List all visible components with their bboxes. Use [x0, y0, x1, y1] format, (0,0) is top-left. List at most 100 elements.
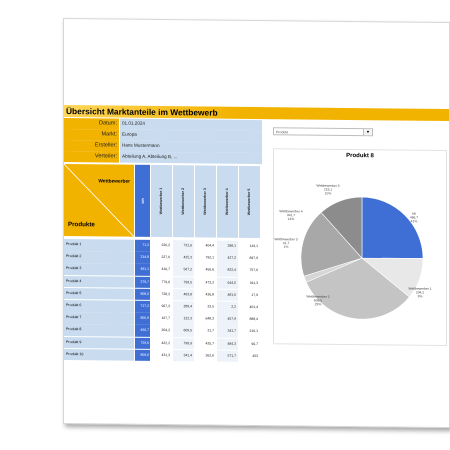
ich-cell[interactable]: 481,1	[135, 264, 150, 276]
value-cell[interactable]: 435,7	[205, 340, 215, 346]
value-cell[interactable]: 219,1	[249, 329, 259, 334]
ich-cell[interactable]: 809,6	[135, 349, 150, 362]
value-cell[interactable]: 220,2	[161, 243, 171, 248]
header-col-label: Wettbewerber 2	[181, 187, 186, 215]
ich-cell[interactable]: 808,0	[135, 288, 150, 301]
value-cell[interactable]: 167,7	[161, 316, 171, 321]
value-cell[interactable]: 897,9	[249, 256, 259, 261]
header-col-label: Wettbewerber 4	[225, 188, 230, 216]
header-ich-label: Ich	[140, 198, 145, 204]
value-cell[interactable]: 911,3	[249, 280, 258, 285]
product-name[interactable]: Produkt 2	[64, 251, 134, 264]
ich-cell[interactable]: 717,3	[135, 300, 150, 313]
header-wettbewerber: Wettbewerber	[98, 179, 130, 185]
product-name[interactable]: Produkt 5	[64, 287, 134, 301]
product-name[interactable]: Produkt 1	[64, 239, 134, 252]
value-cell[interactable]: 473,3	[205, 280, 215, 285]
value-cell[interactable]: 96,7	[251, 341, 258, 346]
value-cell[interactable]: 463,8	[172, 288, 194, 301]
product-name[interactable]: Produkt 9	[64, 336, 134, 349]
value-cell[interactable]: 648,3	[205, 316, 215, 321]
chevron-down-icon[interactable]: ▼	[363, 129, 372, 136]
ich-cell[interactable]: 466,7	[135, 325, 150, 337]
value-cell[interactable]: 456,6	[205, 267, 215, 272]
header-col-label: Wettbewerber 1	[159, 187, 164, 215]
ich-cell[interactable]: 71,3	[135, 239, 150, 252]
value-cell[interactable]: 792,1	[205, 255, 215, 260]
product-name[interactable]: Produkt 10	[64, 348, 134, 362]
value-cell[interactable]: 609,5	[172, 325, 194, 338]
value-cell[interactable]: 119,1	[249, 243, 258, 249]
value-cell[interactable]: 401,4	[249, 304, 259, 309]
value-cell[interactable]: 484,3	[216, 338, 238, 350]
info-row-verteiler: Verteiler: Abteilung A, Abteilung B, ...	[64, 151, 262, 164]
value-cell[interactable]: 2,2	[216, 301, 238, 314]
value-cell[interactable]: 567,2	[172, 264, 194, 277]
info-value[interactable]: Abteilung A, Abteilung B, ...	[120, 151, 262, 164]
value-cell[interactable]: 362,6	[205, 353, 215, 358]
header-col-2: Wettbewerber 2	[172, 165, 194, 238]
value-cell[interactable]: 431,3	[161, 352, 171, 357]
table-row: Produkt 10 809,6 431,3 341,4 362,6 571,7 453	[64, 348, 262, 363]
value-cell[interactable]: 204,2	[161, 328, 171, 333]
value-cell[interactable]: 227,0	[161, 255, 171, 260]
value-cell[interactable]: 17,9	[251, 292, 258, 297]
header-col-label: Wettbewerber 5	[247, 188, 252, 216]
value-cell[interactable]: 888,4	[249, 317, 259, 322]
value-cell[interactable]: 436,8	[205, 292, 215, 297]
ich-cell[interactable]: 800,9	[135, 312, 150, 325]
value-cell[interactable]: 122,3	[172, 313, 194, 326]
value-cell[interactable]: 453	[252, 353, 258, 358]
pie-slice-wettbewerber-2[interactable]	[305, 257, 410, 320]
value-cell[interactable]: 427,2	[216, 252, 238, 265]
slice-label: Wettbewerber 4341,714%	[279, 209, 302, 221]
value-cell[interactable]: 779,6	[161, 279, 171, 284]
value-cell[interactable]: 31,7	[207, 328, 214, 333]
ich-cell[interactable]: 279,7	[135, 276, 150, 289]
value-cell[interactable]: 571,7	[216, 350, 238, 363]
info-label: Markt:	[64, 129, 119, 141]
info-label: Verteiler:	[64, 151, 119, 163]
slice-label: Ich466,741%	[410, 212, 418, 224]
value-cell[interactable]: 728,2	[161, 291, 171, 296]
value-cell[interactable]: 731,6	[172, 240, 194, 252]
ich-cell[interactable]: 214,8	[135, 251, 150, 264]
pie-slice-wettbewerber-5[interactable]	[320, 196, 363, 259]
info-label: Ersteller:	[64, 140, 119, 152]
info-value[interactable]: Europa	[120, 129, 262, 142]
value-cell[interactable]: 289,4	[172, 301, 194, 313]
value-cell[interactable]: 33,5	[207, 304, 214, 309]
value-cell[interactable]: 481,6	[216, 289, 238, 302]
product-select[interactable]: Produkt ▼	[273, 127, 373, 137]
value-cell[interactable]: 757,6	[249, 268, 259, 273]
product-name[interactable]: Produkt 3	[64, 263, 134, 276]
value-cell[interactable]: 341,7	[216, 325, 238, 338]
pie-slice-wettbewerber-4[interactable]	[300, 212, 363, 277]
value-cell[interactable]: 644,0	[216, 277, 238, 289]
value-cell[interactable]: 822,4	[216, 264, 238, 277]
value-cell[interactable]: 416,7	[161, 267, 171, 272]
ich-cell[interactable]: 729,6	[135, 337, 150, 350]
value-cell[interactable]: 404,4	[205, 243, 215, 248]
product-name[interactable]: Produkt 6	[64, 299, 134, 313]
value-cell[interactable]: 398,1	[216, 240, 238, 253]
header-col-label: Wettbewerber 3	[203, 188, 208, 215]
info-value[interactable]: Hans Mustermann	[120, 140, 262, 153]
product-name[interactable]: Produkt 4	[64, 275, 134, 288]
value-cell[interactable]: 457,9	[216, 313, 238, 326]
value-cell[interactable]: 769,5	[172, 276, 194, 289]
value-cell[interactable]: 422,2	[161, 340, 171, 345]
pie-slice-ich[interactable]	[361, 196, 424, 259]
product-select-value: Produkt	[276, 130, 289, 135]
product-name[interactable]: Produkt 8	[64, 324, 134, 337]
header-col-5: Wettbewerber 5	[238, 165, 260, 239]
value-cell[interactable]: 341,4	[172, 349, 194, 362]
header-diagonal-line	[64, 164, 134, 237]
value-cell[interactable]: 425,3	[172, 252, 194, 265]
slice-label: Wettbewerber 5219,110%	[316, 184, 339, 196]
value-cell[interactable]: 967,3	[161, 303, 171, 309]
product-name[interactable]: Produkt 7	[64, 312, 134, 325]
slice-label: Wettbewerber 1204,29%	[408, 287, 431, 299]
value-cell[interactable]: 799,9	[172, 337, 194, 350]
info-value[interactable]: 01.01.2024	[120, 118, 262, 131]
